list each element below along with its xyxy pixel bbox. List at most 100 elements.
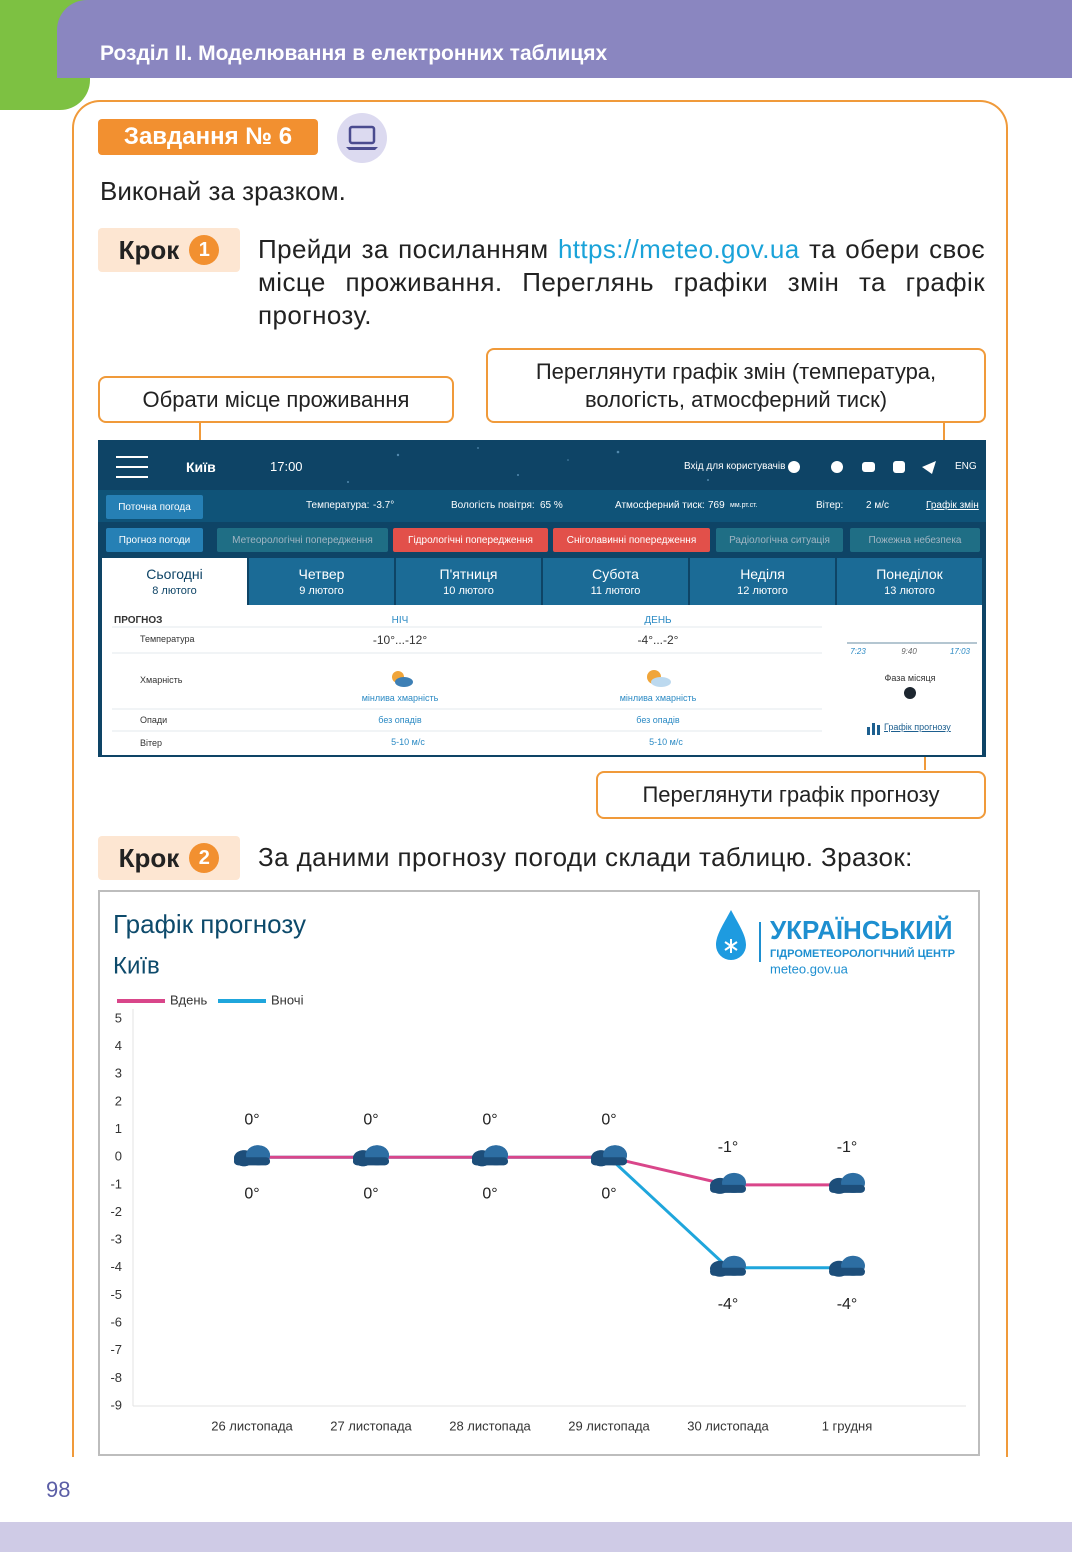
logo-subname: ГІДРОМЕТЕОРОЛОГІЧНИЙ ЦЕНТР <box>770 947 955 960</box>
day-tab: Субота 11 лютого <box>543 558 688 605</box>
login: Вхід для користувачів <box>684 461 786 472</box>
row-label: Температура <box>140 634 195 644</box>
day-date: 13 лютого <box>884 585 935 597</box>
cell: 5-10 м/с <box>649 737 683 747</box>
value-label: 0° <box>482 1111 497 1128</box>
label: Атмосферний тиск: <box>615 500 705 511</box>
step-text: Прейди за посиланням https://meteo.gov.u… <box>258 233 985 332</box>
callout: Переглянути графік прогнозу <box>596 771 986 819</box>
row-label: Вітер <box>140 738 163 748</box>
forecast-table: ПРОГНОЗ НІЧ ДЕНЬ Температура -10°...-12°… <box>102 605 982 755</box>
table-heading: ПРОГНОЗ <box>114 615 163 626</box>
instruction: Виконай за зразком. <box>100 176 346 206</box>
label: Температура: <box>306 500 370 511</box>
task-badge: Завдання № 6 <box>98 119 318 155</box>
column-head: НІЧ <box>391 615 409 626</box>
y-tick-label: 0 <box>115 1149 122 1164</box>
y-tick-label: -2 <box>110 1204 122 1219</box>
day-tab: Сьогодні 8 лютого <box>102 558 247 605</box>
value-label: 0° <box>482 1185 497 1202</box>
time: 17:00 <box>270 459 303 474</box>
forecast-link: Графік прогнозу <box>884 722 951 732</box>
tab: Пожежна небезпека <box>850 528 980 552</box>
value-label: 0° <box>244 1111 259 1128</box>
row-label: Хмарність <box>140 675 183 685</box>
icon-part <box>710 1184 746 1193</box>
value-label: -1° <box>718 1139 739 1156</box>
footer-band <box>0 1522 1072 1552</box>
day-date: 8 лютого <box>152 585 197 597</box>
logo-icon <box>716 910 761 962</box>
y-tick-label: -5 <box>110 1287 122 1302</box>
step-label: Крок 2 <box>98 836 240 880</box>
weather-icon <box>234 1145 270 1167</box>
cell: мінлива хмарність <box>619 693 697 703</box>
tab: Прогноз погоди <box>106 528 203 552</box>
cell: без опадів <box>378 715 422 725</box>
step-text-part: та обери своє місце проживання. Переглян… <box>258 234 985 330</box>
chart-frame <box>98 890 980 1456</box>
tab: Радіологічна ситуація <box>716 528 843 552</box>
city: Київ <box>186 459 216 475</box>
step-text-part: Прейди за посиланням <box>258 234 549 264</box>
icon-part <box>353 1157 389 1166</box>
x-tick-label: 29 листопада <box>568 1418 650 1433</box>
y-tick-label: 3 <box>115 1066 122 1081</box>
value-label: -4° <box>837 1296 858 1313</box>
weather-icon <box>829 1255 865 1277</box>
tab: Метеорологічні попередження <box>217 528 388 552</box>
label: Вітер: <box>816 500 844 511</box>
value: 2 м/с <box>866 500 889 511</box>
value-label: -1° <box>837 1139 858 1156</box>
series-line <box>252 1155 847 1187</box>
weather-icon <box>472 1145 508 1167</box>
x-tick-label: 30 листопада <box>687 1418 769 1433</box>
day-name: П'ятниця <box>439 566 498 582</box>
icon-part <box>472 1157 508 1166</box>
unit: мм.рт.ст. <box>730 502 758 509</box>
sun-time: 9:40 <box>901 647 917 656</box>
y-tick-label: -1 <box>110 1176 122 1191</box>
weather-icon <box>353 1145 389 1167</box>
value-label: 0° <box>601 1185 616 1202</box>
value-label: 0° <box>363 1185 378 1202</box>
x-tick-label: 26 листопада <box>211 1418 293 1433</box>
y-tick-label: -9 <box>110 1397 122 1412</box>
tab: Сніголавинні попередження <box>553 528 710 552</box>
y-tick-label: -7 <box>110 1342 122 1357</box>
step-word: Крок <box>118 842 180 873</box>
y-tick-label: -3 <box>110 1232 122 1247</box>
day-tab: Понеділок 13 лютого <box>837 558 982 605</box>
weather-icon <box>591 1145 627 1167</box>
y-tick-label: 2 <box>115 1093 122 1108</box>
sun-time: 7:23 <box>850 647 866 656</box>
sun-time: 17:03 <box>949 647 971 656</box>
changes-link: Графік змін <box>926 500 979 511</box>
link[interactable]: https://meteo.gov.ua <box>557 234 800 264</box>
social-icons <box>788 461 936 474</box>
y-tick-label: 5 <box>115 1010 122 1025</box>
website-screenshot: Київ 17:00 Вхід для користувачів ENG Пот… <box>98 440 986 757</box>
weather-icon <box>710 1172 746 1194</box>
header-band <box>57 0 1072 78</box>
y-tick-label: -4 <box>110 1259 122 1274</box>
label: Вологість повітря: <box>451 500 535 511</box>
day-tab: Четвер 9 лютого <box>249 558 394 605</box>
row-label: Опади <box>140 715 168 725</box>
value: 65 % <box>540 500 563 511</box>
day-date: 9 лютого <box>299 585 344 597</box>
chart-title: Графік прогнозу <box>113 909 306 939</box>
weather-icon <box>829 1172 865 1194</box>
icon-part <box>710 1267 746 1276</box>
language: ENG <box>955 461 977 472</box>
step-number: 1 <box>189 235 220 265</box>
x-tick-label: 28 листопада <box>449 1418 531 1433</box>
column-head: ДЕНЬ <box>644 615 672 626</box>
day-name: Неділя <box>740 566 785 582</box>
y-tick-label: -6 <box>110 1315 122 1330</box>
callout: Обрати місце проживання <box>98 376 454 423</box>
day-name: Субота <box>592 566 639 582</box>
day-date: 11 лютого <box>590 585 641 597</box>
forecast-chart: Графік прогнозу Київ УКРАЇНСЬКИЙ ГІДРОМЕ… <box>98 890 980 1456</box>
